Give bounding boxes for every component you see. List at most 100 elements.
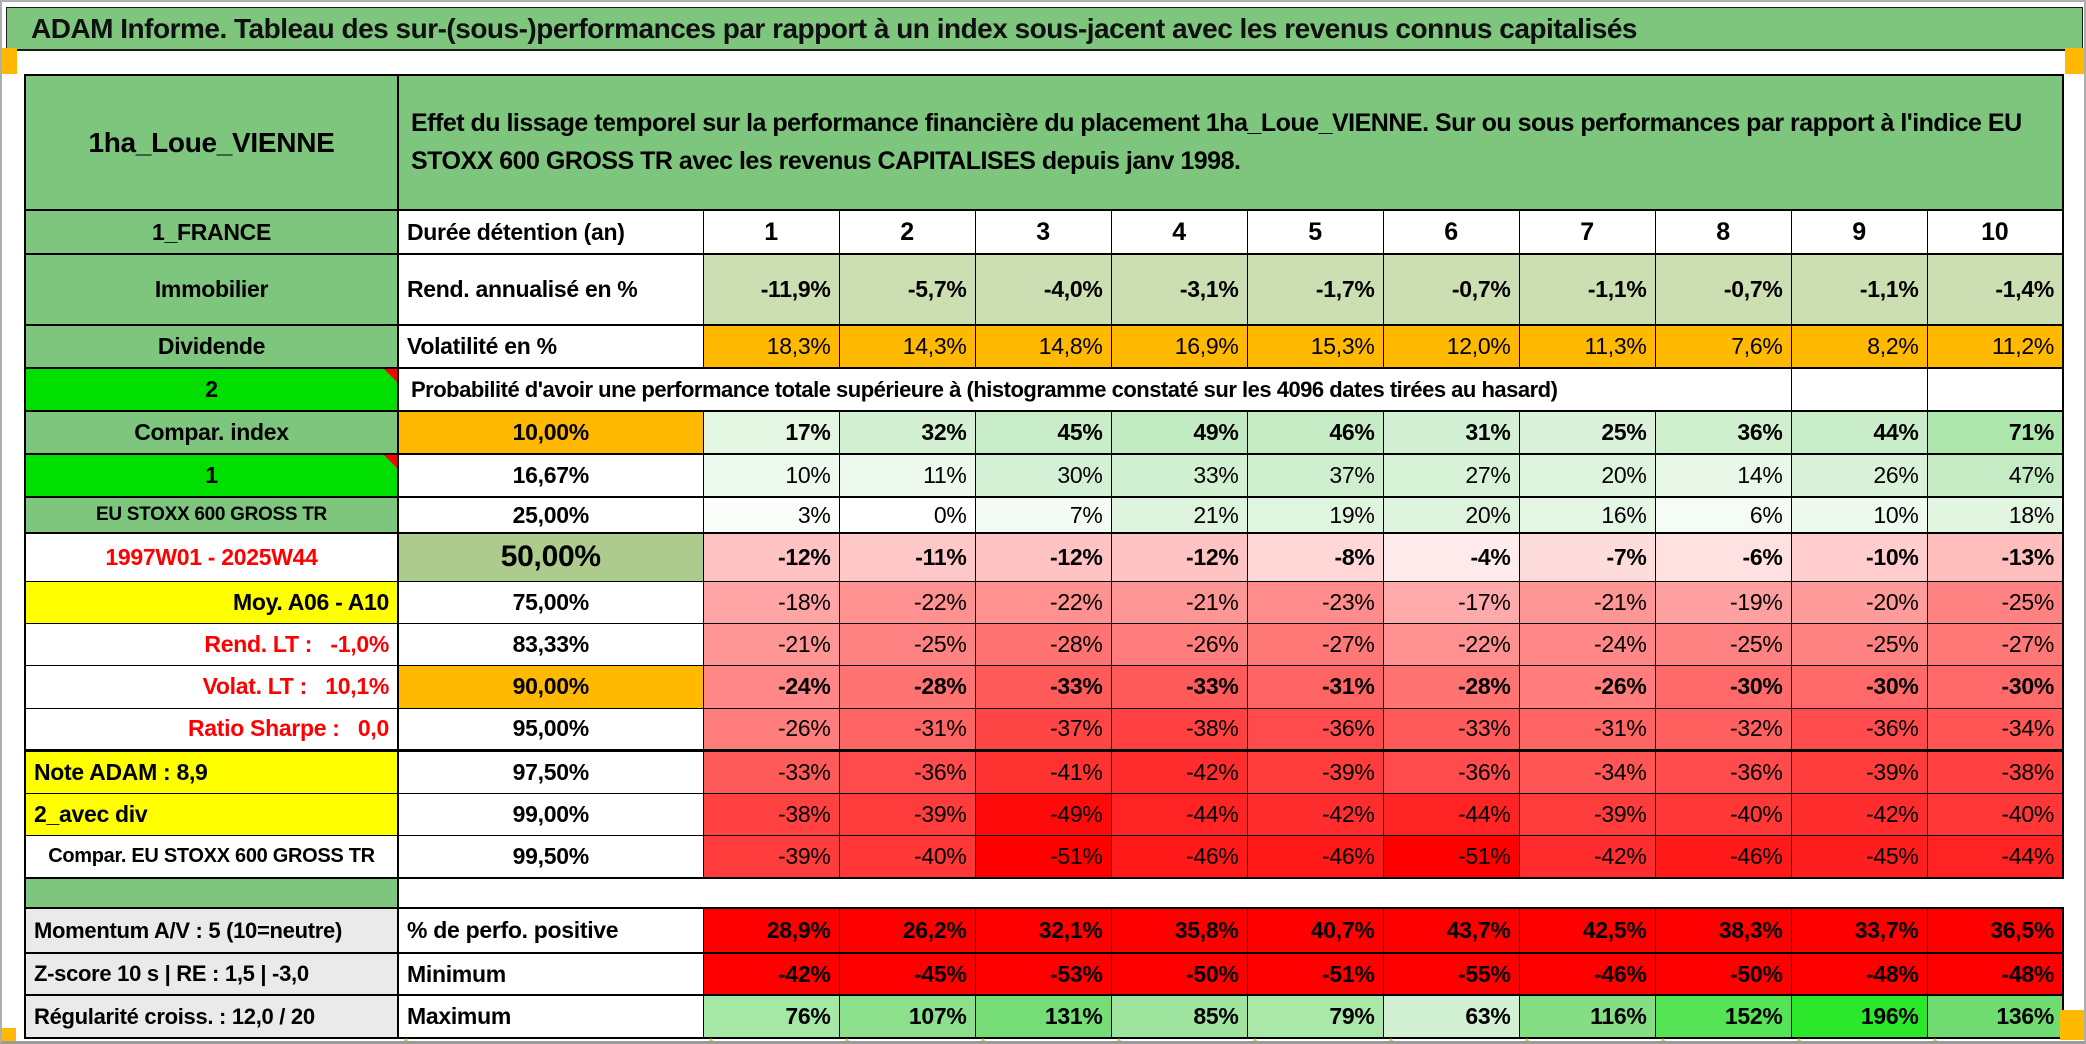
cell-p1667-col2[interactable]: 11%: [838, 453, 976, 498]
cell-p50-col6[interactable]: -4%: [1382, 532, 1520, 582]
cell-minimum-col8[interactable]: -50%: [1654, 952, 1792, 996]
cell-volatility-col1[interactable]: 18,3%: [702, 324, 840, 369]
cell-p50-col4[interactable]: -12%: [1110, 532, 1248, 582]
cell-p1667-col10[interactable]: 47%: [1926, 453, 2064, 498]
cell-p90-col6[interactable]: -28%: [1382, 664, 1520, 709]
cell-p25-col8[interactable]: 6%: [1654, 496, 1792, 534]
cell-volatility-col2[interactable]: 14,3%: [838, 324, 976, 369]
cell-p1667-col8[interactable]: 14%: [1654, 453, 1792, 498]
cell-p95-col9[interactable]: -36%: [1790, 707, 1928, 751]
cell-p50-col10[interactable]: -13%: [1926, 532, 2064, 582]
cell-p975-col8[interactable]: -36%: [1654, 748, 1792, 794]
cell-duration-col8[interactable]: 8: [1654, 209, 1792, 255]
cell-p99-col5[interactable]: -42%: [1246, 792, 1384, 836]
cell-p8333-col1[interactable]: -21%: [702, 622, 840, 666]
cell-p99-col10[interactable]: -40%: [1926, 792, 2064, 836]
row-header-p90[interactable]: Volat. LT : 10,1%: [24, 664, 399, 709]
cell-annualized-return-col1[interactable]: -11,9%: [702, 253, 840, 326]
cell-annualized-return-col8[interactable]: -0,7%: [1654, 253, 1792, 326]
cell-p10-col3[interactable]: 45%: [974, 410, 1112, 455]
cell-p995-col10[interactable]: -44%: [1926, 834, 2064, 879]
cell-maximum-col2[interactable]: 107%: [838, 994, 976, 1039]
cell-p50-col8[interactable]: -6%: [1654, 532, 1792, 582]
row-header-p99[interactable]: 2_avec div: [24, 792, 399, 836]
cell-p1667-col7[interactable]: 20%: [1518, 453, 1656, 498]
row-header-p975[interactable]: Note ADAM : 8,9: [24, 748, 399, 794]
cell-p75-col5[interactable]: -23%: [1246, 580, 1384, 624]
cell-annualized-return-col9[interactable]: -1,1%: [1790, 253, 1928, 326]
cell-p25-col5[interactable]: 19%: [1246, 496, 1384, 534]
cell-maximum-col4[interactable]: 85%: [1110, 994, 1248, 1039]
cell-probability-note-col9[interactable]: [1790, 367, 1928, 412]
cell-p75-col6[interactable]: -17%: [1382, 580, 1520, 624]
cell-duration-col7[interactable]: 7: [1518, 209, 1656, 255]
cell-positive-share-col1[interactable]: 28,9%: [702, 907, 840, 954]
cell-p1667-col4[interactable]: 33%: [1110, 453, 1248, 498]
cell-p25-col7[interactable]: 16%: [1518, 496, 1656, 534]
row-header-duration[interactable]: 1_FRANCE: [24, 209, 399, 255]
cell-p975-col6[interactable]: -36%: [1382, 748, 1520, 794]
cell-duration-col9[interactable]: 9: [1790, 209, 1928, 255]
probability-note-cell[interactable]: Probabilité d'avoir une performance tota…: [397, 367, 1792, 412]
cell-duration-col5[interactable]: 5: [1246, 209, 1384, 255]
row-label-p25[interactable]: 25,00%: [397, 496, 704, 534]
cell-p975-col2[interactable]: -36%: [838, 748, 976, 794]
cell-p1667-col3[interactable]: 30%: [974, 453, 1112, 498]
row-label-duration[interactable]: Durée détention (an): [397, 209, 704, 255]
cell-p50-col7[interactable]: -7%: [1518, 532, 1656, 582]
cell-p50-col2[interactable]: -11%: [838, 532, 976, 582]
cell-minimum-col10[interactable]: -48%: [1926, 952, 2064, 996]
cell-p25-col1[interactable]: 3%: [702, 496, 840, 534]
cell-p995-col2[interactable]: -40%: [838, 834, 976, 879]
cell-p75-col7[interactable]: -21%: [1518, 580, 1656, 624]
cell-positive-share-col3[interactable]: 32,1%: [974, 907, 1112, 954]
row-header-spacer[interactable]: [24, 877, 399, 909]
cell-p90-col3[interactable]: -33%: [974, 664, 1112, 709]
cell-p8333-col8[interactable]: -25%: [1654, 622, 1792, 666]
cell-p1667-col1[interactable]: 10%: [702, 453, 840, 498]
cell-p50-col9[interactable]: -10%: [1790, 532, 1928, 582]
cell-p10-col10[interactable]: 71%: [1926, 410, 2064, 455]
row-header-p50[interactable]: 1997W01 - 2025W44: [24, 532, 399, 582]
cell-p975-col5[interactable]: -39%: [1246, 748, 1384, 794]
row-label-p10[interactable]: 10,00%: [397, 410, 704, 455]
cell-positive-share-col2[interactable]: 26,2%: [838, 907, 976, 954]
cell-positive-share-col6[interactable]: 43,7%: [1382, 907, 1520, 954]
cell-p75-col3[interactable]: -22%: [974, 580, 1112, 624]
cell-p95-col6[interactable]: -33%: [1382, 707, 1520, 751]
cell-p8333-col5[interactable]: -27%: [1246, 622, 1384, 666]
row-label-p99[interactable]: 99,00%: [397, 792, 704, 836]
cell-annualized-return-col10[interactable]: -1,4%: [1926, 253, 2064, 326]
cell-p95-col5[interactable]: -36%: [1246, 707, 1384, 751]
row-label-p75[interactable]: 75,00%: [397, 580, 704, 624]
cell-volatility-col3[interactable]: 14,8%: [974, 324, 1112, 369]
cell-p90-col5[interactable]: -31%: [1246, 664, 1384, 709]
row-label-p90[interactable]: 90,00%: [397, 664, 704, 709]
cell-p995-col3[interactable]: -51%: [974, 834, 1112, 879]
row-header-p8333[interactable]: Rend. LT : -1,0%: [24, 622, 399, 666]
cell-annualized-return-col5[interactable]: -1,7%: [1246, 253, 1384, 326]
cell-annualized-return-col7[interactable]: -1,1%: [1518, 253, 1656, 326]
cell-p975-col4[interactable]: -42%: [1110, 748, 1248, 794]
cell-maximum-col5[interactable]: 79%: [1246, 994, 1384, 1039]
cell-annualized-return-col4[interactable]: -3,1%: [1110, 253, 1248, 326]
cell-p90-col4[interactable]: -33%: [1110, 664, 1248, 709]
cell-p90-col9[interactable]: -30%: [1790, 664, 1928, 709]
cell-p995-col8[interactable]: -46%: [1654, 834, 1792, 879]
cell-p8333-col9[interactable]: -25%: [1790, 622, 1928, 666]
cell-p25-col4[interactable]: 21%: [1110, 496, 1248, 534]
cell-p90-col2[interactable]: -28%: [838, 664, 976, 709]
cell-p975-col10[interactable]: -38%: [1926, 748, 2064, 794]
cell-minimum-col9[interactable]: -48%: [1790, 952, 1928, 996]
row-label-p1667[interactable]: 16,67%: [397, 453, 704, 498]
cell-duration-col10[interactable]: 10: [1926, 209, 2064, 255]
cell-p1667-col9[interactable]: 26%: [1790, 453, 1928, 498]
cell-p25-col9[interactable]: 10%: [1790, 496, 1928, 534]
cell-p95-col2[interactable]: -31%: [838, 707, 976, 751]
cell-p995-col1[interactable]: -39%: [702, 834, 840, 879]
cell-p10-col6[interactable]: 31%: [1382, 410, 1520, 455]
placement-name-cell[interactable]: 1ha_Loue_VIENNE: [24, 74, 399, 211]
cell-p75-col9[interactable]: -20%: [1790, 580, 1928, 624]
row-header-p95[interactable]: Ratio Sharpe : 0,0: [24, 707, 399, 751]
cell-p10-col1[interactable]: 17%: [702, 410, 840, 455]
